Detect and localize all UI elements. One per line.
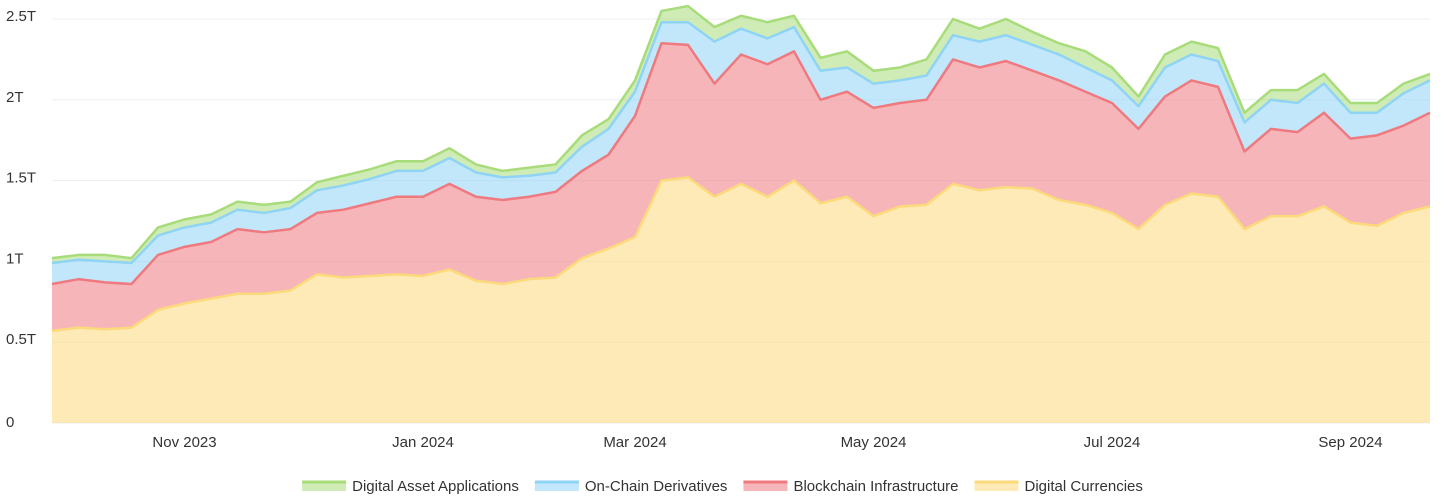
legend-label: Blockchain Infrastructure bbox=[793, 478, 958, 495]
legend-swatch bbox=[534, 482, 579, 491]
area-line bbox=[51, 20, 1431, 265]
y-tick-label: 0.5T bbox=[6, 331, 36, 348]
x-tick-label: Jan 2024 bbox=[392, 434, 454, 451]
area-fill bbox=[52, 177, 1430, 423]
x-tick-label: Mar 2024 bbox=[603, 434, 666, 451]
area-fill bbox=[52, 22, 1430, 285]
area-line bbox=[51, 41, 1431, 286]
area-line bbox=[51, 4, 1431, 260]
area-line bbox=[51, 176, 1431, 333]
x-tick-label: Sep 2024 bbox=[1318, 434, 1382, 451]
legend-swatch bbox=[302, 482, 347, 491]
legend-label: Digital Currencies bbox=[1025, 478, 1143, 495]
legend-swatch bbox=[974, 482, 1019, 491]
legend-label: Digital Asset Applications bbox=[352, 478, 519, 495]
y-tick-label: 2.5T bbox=[6, 8, 36, 25]
x-tick-label: Nov 2023 bbox=[152, 434, 216, 451]
y-tick-label: 2T bbox=[6, 89, 24, 106]
y-tick-label: 1.5T bbox=[6, 170, 36, 187]
x-tick-label: May 2024 bbox=[841, 434, 907, 451]
y-tick-label: 1T bbox=[6, 250, 24, 267]
legend-label: On-Chain Derivatives bbox=[585, 478, 728, 495]
x-tick-label: Jul 2024 bbox=[1084, 434, 1141, 451]
y-tick-label: 0 bbox=[6, 414, 14, 431]
area-fill bbox=[52, 43, 1430, 331]
legend-swatch bbox=[743, 482, 788, 491]
